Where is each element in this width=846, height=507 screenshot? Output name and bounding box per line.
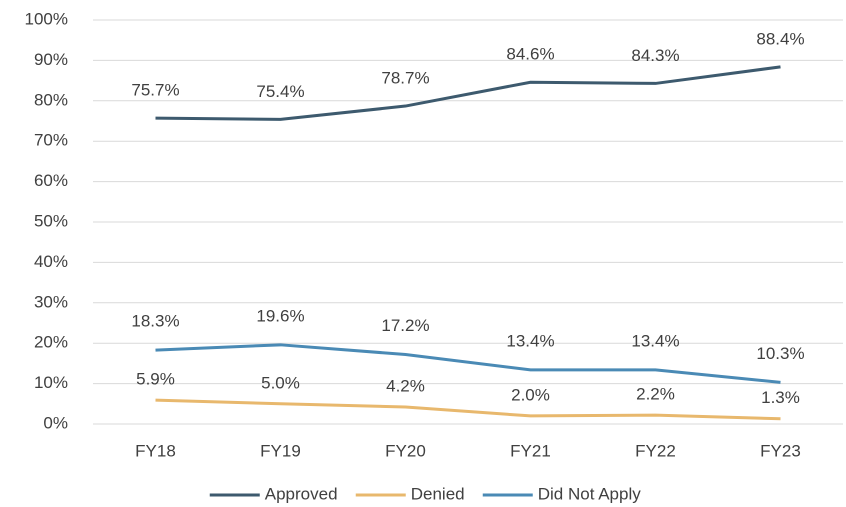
data-label: 84.6% <box>506 45 554 64</box>
x-tick-label: FY21 <box>510 441 551 460</box>
legend-label: Approved <box>265 484 338 503</box>
y-tick-label: 40% <box>34 252 68 271</box>
data-label: 1.3% <box>761 388 800 407</box>
data-label: 75.4% <box>256 82 304 101</box>
x-tick-label: FY19 <box>260 441 301 460</box>
legend-label: Denied <box>411 484 465 503</box>
data-label: 5.9% <box>136 370 175 389</box>
data-label: 13.4% <box>631 331 679 350</box>
data-label: 17.2% <box>381 316 429 335</box>
y-tick-label: 20% <box>34 333 68 352</box>
series-line <box>155 343 781 384</box>
y-tick-label: 10% <box>34 373 68 392</box>
series-line <box>155 65 781 121</box>
y-tick-label: 30% <box>34 292 68 311</box>
legend-label: Did Not Apply <box>538 484 641 503</box>
data-label: 13.4% <box>506 331 554 350</box>
data-label: 88.4% <box>756 29 804 48</box>
data-label: 19.6% <box>256 306 304 325</box>
x-tick-label: FY18 <box>135 441 176 460</box>
data-label: 5.0% <box>261 373 300 392</box>
x-tick-label: FY20 <box>385 441 426 460</box>
series-line <box>155 398 781 421</box>
y-tick-label: 80% <box>34 90 68 109</box>
data-label: 4.2% <box>386 377 425 396</box>
data-label: 2.2% <box>636 385 675 404</box>
data-label: 75.7% <box>131 81 179 100</box>
x-tick-label: FY22 <box>635 441 676 460</box>
data-label: 2.0% <box>511 385 550 404</box>
y-tick-label: 70% <box>34 131 68 150</box>
data-label: 10.3% <box>756 344 804 363</box>
data-label: 18.3% <box>131 312 179 331</box>
y-tick-label: 0% <box>43 413 68 432</box>
y-tick-label: 60% <box>34 171 68 190</box>
data-label: 84.3% <box>631 46 679 65</box>
data-label: 78.7% <box>381 69 429 88</box>
y-tick-label: 90% <box>34 50 68 69</box>
x-tick-label: FY23 <box>760 441 801 460</box>
y-tick-label: 100% <box>25 9 68 28</box>
y-tick-label: 50% <box>34 211 68 230</box>
